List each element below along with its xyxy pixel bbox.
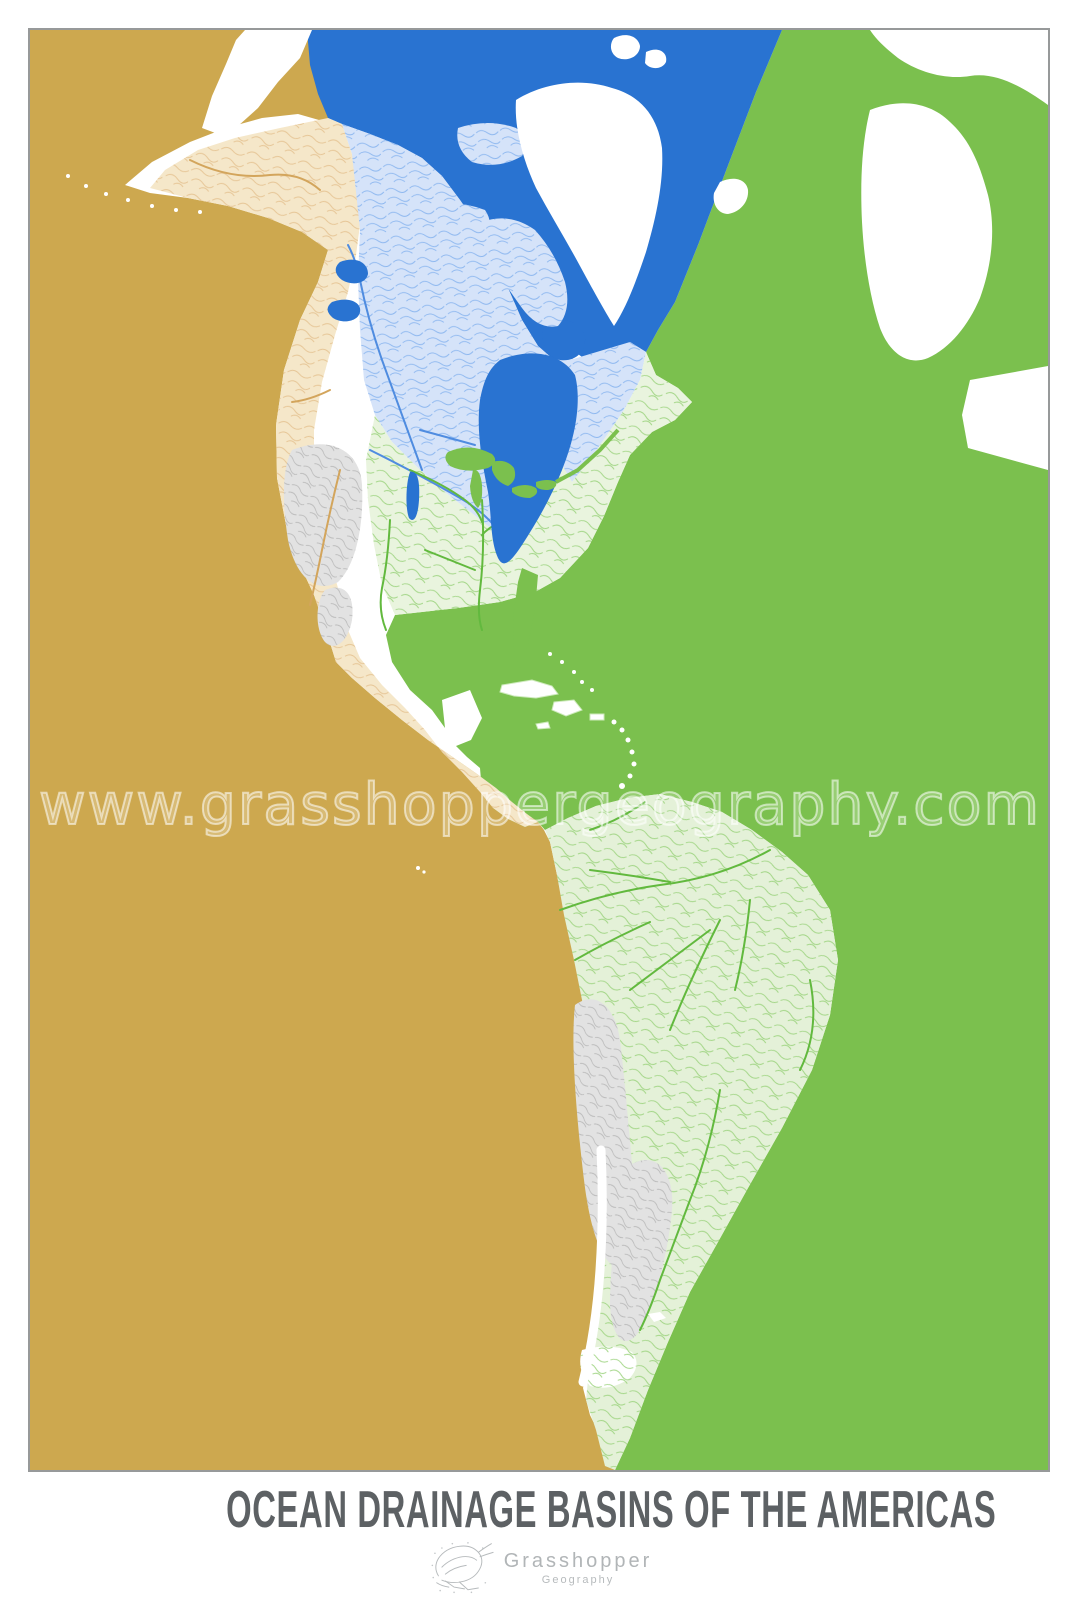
logo-subtitle: Geography (541, 1574, 615, 1586)
hispaniola (551, 699, 583, 717)
map-frame (28, 28, 1050, 1472)
aleutian-islands (66, 174, 202, 214)
plain-land (202, 30, 1048, 1322)
arctic-archipelago (379, 123, 568, 327)
europe-mass (861, 103, 993, 361)
logo-name: Grasshopper (503, 1550, 653, 1572)
great-lakes (445, 428, 620, 508)
florida-peninsula (513, 568, 538, 668)
greenland (515, 82, 663, 326)
logo-words: Grasshopper Geography (504, 1550, 653, 1586)
puerto-rico (589, 713, 605, 721)
atlantic-ocean-region (386, 30, 1048, 1470)
publisher-logo: Grasshopper Geography (0, 1540, 1080, 1596)
falkland-islands (648, 1312, 666, 1322)
poster-title-text: OCEAN DRAINAGE BASINS OF THE AMERICAS (226, 1481, 997, 1539)
major-rivers (189, 159, 815, 1331)
northern-lakes (327, 259, 420, 520)
drainage-map (30, 30, 1048, 1470)
hudson-bay (478, 320, 586, 564)
iceland (713, 178, 749, 214)
cuba (499, 679, 559, 699)
jamaica (535, 721, 551, 730)
africa-edge (962, 366, 1048, 470)
europe-north (870, 30, 1048, 105)
poster-title: OCEAN DRAINAGE BASINS OF THE AMERICAS (0, 1480, 1080, 1540)
grasshopper-icon (431, 1542, 494, 1594)
chile-fjords (578, 1145, 607, 1387)
caribbean-islands (416, 652, 637, 874)
pacific-ocean-region (30, 30, 615, 1470)
siberia (202, 30, 312, 134)
